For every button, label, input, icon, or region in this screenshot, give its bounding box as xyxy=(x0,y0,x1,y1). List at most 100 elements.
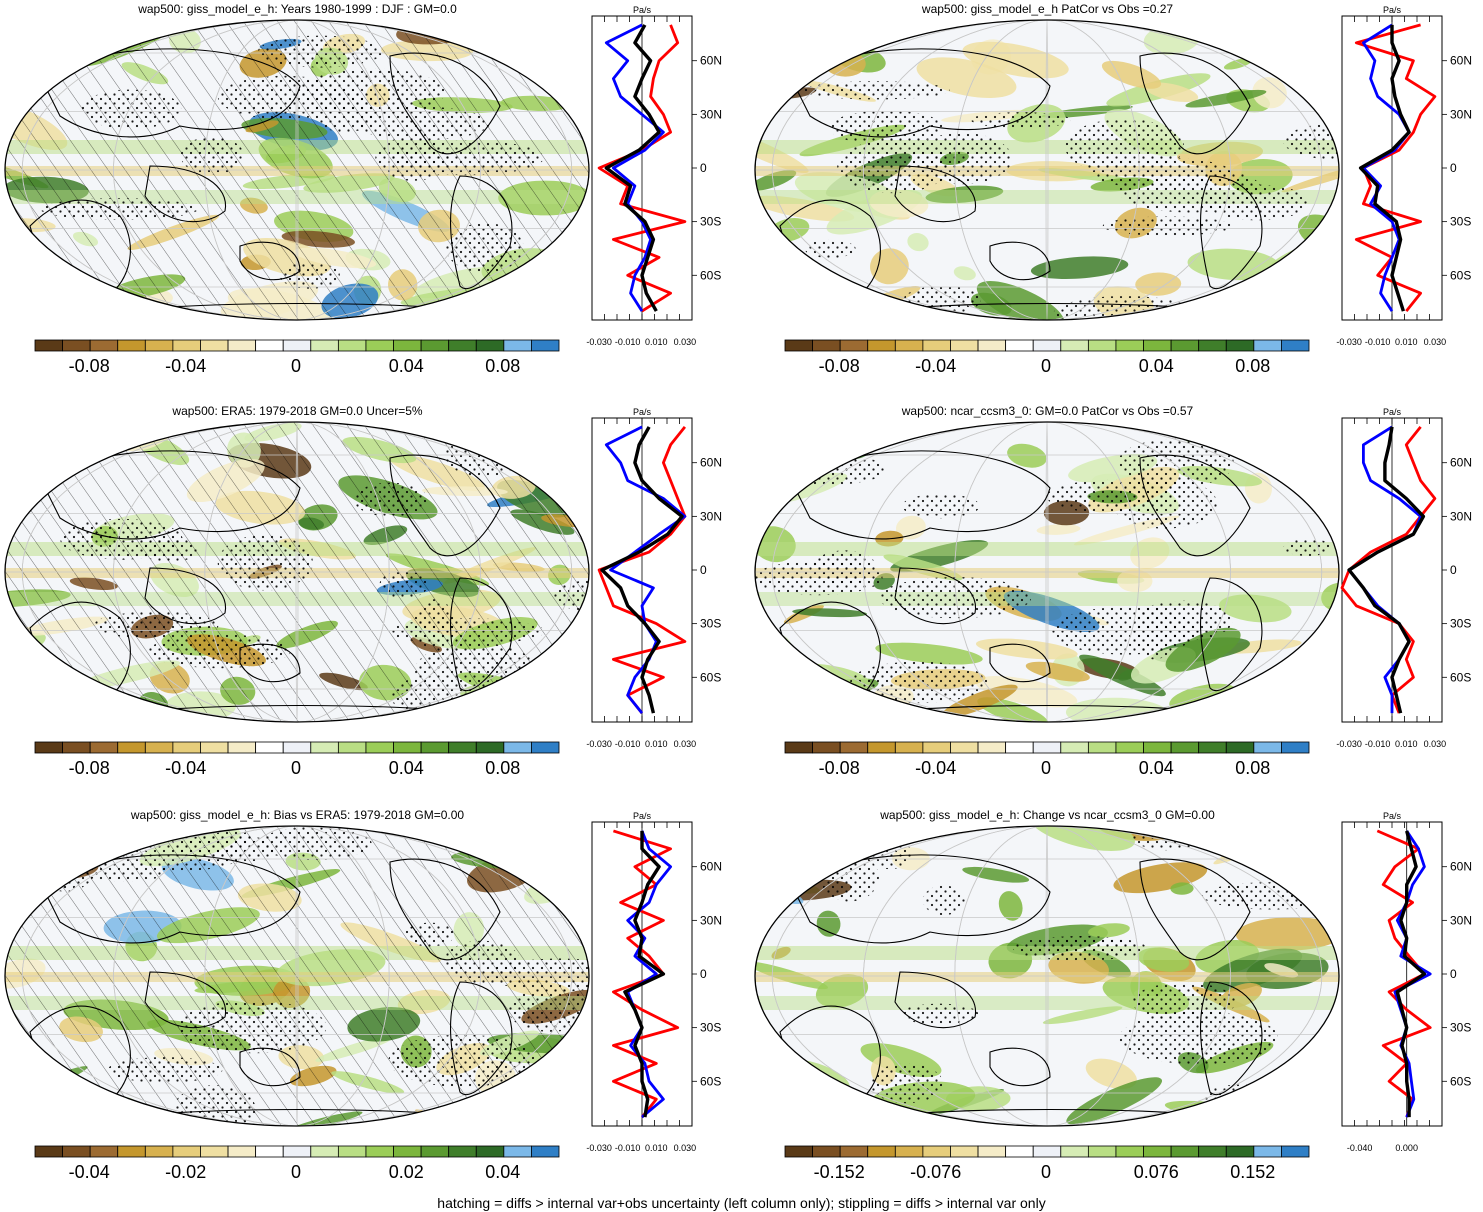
profile-xtick-label: 0.030 xyxy=(674,739,697,749)
profile-line-red xyxy=(597,426,687,714)
colorbar-bin xyxy=(1143,741,1172,754)
colorbar-bin xyxy=(337,741,367,754)
colorbar-bin xyxy=(420,339,450,352)
profile-ylabel: 30S xyxy=(700,617,721,631)
profile-ylabel: 30S xyxy=(1450,1021,1471,1035)
profile-line-black xyxy=(1395,830,1427,1118)
colorbar-bin xyxy=(839,741,869,754)
colorbar-tick-label: 0.04 xyxy=(1138,356,1174,376)
colorbar-bin xyxy=(227,1145,257,1158)
colorbar-bin xyxy=(1087,339,1117,352)
profile-xtick-label: -0.030 xyxy=(1336,337,1362,347)
colorbar-labels: -0.04 -0.02 0 0.02 0.04 xyxy=(34,1162,558,1184)
profile-xtick-label: -0.010 xyxy=(1365,739,1391,749)
profile-ylabel: 60N xyxy=(1450,456,1472,470)
panel-p6: wap500: giss_model_e_h: Change vs ncar_c… xyxy=(750,808,1483,1208)
colorbar-bin xyxy=(1170,339,1200,352)
colorbar-bin xyxy=(812,1145,841,1158)
colorbar-bin xyxy=(200,339,229,352)
colorbar-bin xyxy=(1281,339,1310,352)
profile-unit: Pa/s xyxy=(1383,5,1402,15)
colorbar-bin xyxy=(89,339,119,352)
colorbar xyxy=(784,1145,1310,1158)
colorbar-tick-label: 0.04 xyxy=(485,1162,521,1182)
profile-xtick-label: -0.040 xyxy=(1347,1143,1373,1153)
profile-xtick-label: -0.030 xyxy=(586,1143,612,1153)
colorbar-bin xyxy=(812,339,841,352)
colorbar-bin xyxy=(475,741,505,754)
colorbar-bin xyxy=(227,741,257,754)
profile-ylabel: 60S xyxy=(700,268,721,282)
colorbar-bin xyxy=(255,1145,284,1158)
colorbar-bin xyxy=(365,1145,394,1158)
colorbar-tick-label: 0.02 xyxy=(388,1162,424,1182)
colorbar-bin xyxy=(1005,741,1034,754)
colorbar-bin xyxy=(282,1145,312,1158)
colorbar-bin xyxy=(867,741,896,754)
profile-xtick-label: -0.030 xyxy=(1336,739,1362,749)
profile-unit: Pa/s xyxy=(633,811,652,821)
profile-line-black xyxy=(1347,426,1426,714)
world-map xyxy=(4,825,590,1127)
panel-title: wap500: giss_model_e_h PatCor vs Obs =0.… xyxy=(921,2,1174,16)
profile-ylabel: 0 xyxy=(700,161,707,175)
colorbar-bin xyxy=(1198,1145,1227,1158)
profile-xtick-label: 0.010 xyxy=(645,739,668,749)
colorbar-bin xyxy=(839,339,869,352)
colorbar-bin xyxy=(393,339,422,352)
profile-line-black xyxy=(623,830,666,1118)
colorbar-tick-label: -0.08 xyxy=(818,356,860,376)
profile-unit: Pa/s xyxy=(633,5,652,15)
colorbar-bin xyxy=(117,741,146,754)
colorbar-bin xyxy=(1198,741,1227,754)
colorbar-bin xyxy=(503,1145,532,1158)
colorbar-bin xyxy=(1253,339,1282,352)
colorbar-bin xyxy=(1060,741,1089,754)
panel-title: wap500: giss_model_e_h: Years 1980-1999 … xyxy=(138,2,457,16)
colorbar-bin xyxy=(448,741,477,754)
colorbar-bin xyxy=(1225,1145,1255,1158)
colorbar-bin xyxy=(922,339,951,352)
colorbar-tick-label: 0.04 xyxy=(1138,758,1174,778)
profile-xtick-label: -0.030 xyxy=(586,739,612,749)
zonal-profile: Pa/s -0.030 -0.010 0.010 0.030 60N 30N 0 30S 60S xyxy=(1336,5,1472,347)
colorbar-bin xyxy=(1143,339,1172,352)
panel-title: wap500: ncar_ccsm3_0: GM=0.0 PatCor vs O… xyxy=(901,404,1194,418)
colorbar-bin xyxy=(144,1145,174,1158)
profile-xtick-label: 0.010 xyxy=(1395,739,1418,749)
panel-p4: wap500: ncar_ccsm3_0: GM=0.0 PatCor vs O… xyxy=(750,404,1483,804)
colorbar-bin xyxy=(117,1145,146,1158)
zonal-profile: Pa/s -0.030 -0.010 0.010 0.030 60N 30N 0 30S 60S xyxy=(1336,407,1472,749)
panel-p1: wap500: giss_model_e_h: Years 1980-1999 … xyxy=(0,2,740,402)
colorbar-bin xyxy=(448,1145,477,1158)
colorbar-bin xyxy=(62,1145,91,1158)
colorbar-bin xyxy=(34,741,63,754)
profile-ylabel: 60S xyxy=(700,670,721,684)
colorbar-bin xyxy=(894,1145,924,1158)
colorbar-bin xyxy=(531,741,560,754)
profile-unit: Pa/s xyxy=(633,407,652,417)
colorbar-bin xyxy=(117,339,146,352)
colorbar-labels: -0.08 -0.04 0 0.04 0.08 xyxy=(784,758,1308,780)
profile-xtick-label: 0.000 xyxy=(1395,1143,1418,1153)
colorbar-bin xyxy=(531,339,560,352)
panel-p5: wap500: giss_model_e_h: Bias vs ERA5: 19… xyxy=(0,808,740,1208)
colorbar-bin xyxy=(1143,1145,1172,1158)
profile-ylabel: 30S xyxy=(700,215,721,229)
colorbar-bin xyxy=(977,741,1007,754)
world-map xyxy=(754,421,1340,723)
profile-line-blue xyxy=(604,23,665,312)
profile-xtick-label: -0.010 xyxy=(615,739,641,749)
colorbar-tick-label: -0.04 xyxy=(165,758,207,778)
world-map xyxy=(4,19,590,321)
colorbar-bin xyxy=(1115,741,1144,754)
colorbar-tick-label: -0.08 xyxy=(68,758,110,778)
colorbar-bin xyxy=(1032,339,1062,352)
profile-xtick-label: -0.030 xyxy=(586,337,612,347)
profile-ylabel: 60S xyxy=(700,1074,721,1088)
world-map xyxy=(754,825,1340,1127)
colorbar-tick-label: 0.152 xyxy=(1230,1162,1276,1182)
colorbar-bin xyxy=(922,1145,951,1158)
colorbar-bin xyxy=(144,741,174,754)
profile-ylabel: 0 xyxy=(700,967,707,981)
